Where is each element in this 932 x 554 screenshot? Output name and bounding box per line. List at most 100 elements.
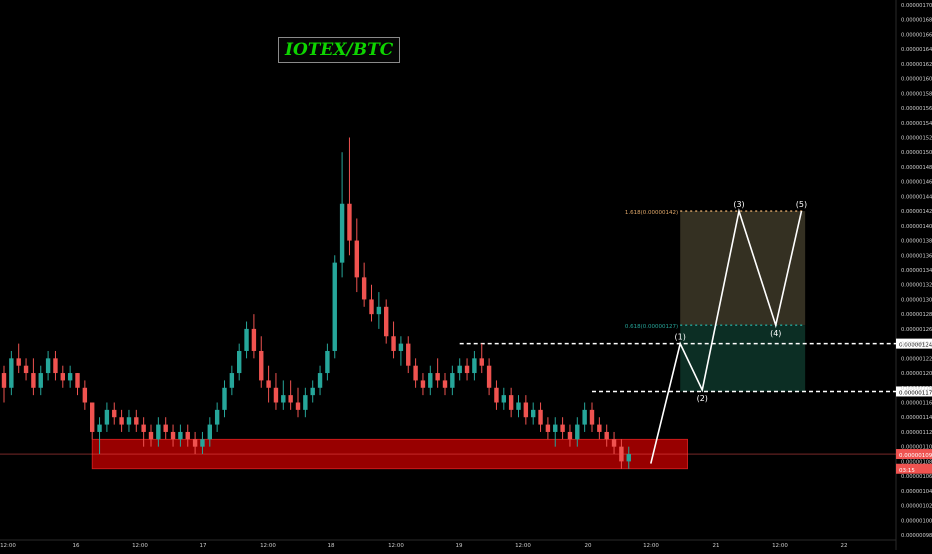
y-tick-label: 0.00000098 bbox=[901, 533, 932, 539]
y-tick-label: 0.00000160 bbox=[901, 77, 932, 83]
y-tick-label: 0.00000110 bbox=[901, 445, 932, 451]
candle-body bbox=[457, 365, 462, 374]
candle-body bbox=[354, 240, 359, 278]
y-tick-label: 0.00000102 bbox=[901, 504, 932, 510]
x-tick-label: 22 bbox=[841, 543, 848, 549]
y-tick-label: 0.00000168 bbox=[901, 18, 932, 24]
candle-body bbox=[119, 417, 124, 425]
y-tick-label: 0.00000126 bbox=[901, 327, 932, 333]
candle-body bbox=[361, 277, 367, 300]
y-tick-label: 0.00000148 bbox=[901, 165, 932, 171]
candle-body bbox=[67, 373, 73, 381]
y-tick-label: 0.00000108 bbox=[901, 459, 932, 465]
candle-body bbox=[237, 350, 242, 374]
candle-body bbox=[531, 409, 536, 418]
y-tick-label: 0.00000122 bbox=[901, 356, 932, 362]
candle-body bbox=[486, 365, 492, 388]
x-tick-label: 16 bbox=[73, 543, 80, 549]
candle-body bbox=[214, 409, 220, 425]
x-tick-label: 12:00 bbox=[260, 543, 276, 549]
candle-body bbox=[288, 395, 293, 403]
target-zone bbox=[680, 211, 806, 326]
x-tick-label: 12:00 bbox=[0, 543, 16, 549]
y-tick-label: 0.00000166 bbox=[901, 32, 932, 38]
candle-body bbox=[582, 409, 587, 425]
x-tick-label: 17 bbox=[200, 543, 207, 549]
candle-body bbox=[391, 336, 396, 351]
y-tick-label: 0.00000128 bbox=[901, 312, 932, 318]
candle-body bbox=[413, 365, 418, 381]
candle-body bbox=[589, 409, 595, 425]
candle-body bbox=[428, 373, 433, 388]
candle-body bbox=[317, 373, 323, 388]
candle-body bbox=[222, 387, 227, 410]
candle-body bbox=[604, 431, 609, 440]
candle-body bbox=[97, 424, 102, 432]
candle-body bbox=[200, 439, 205, 447]
candle-body bbox=[281, 395, 286, 403]
candle-body bbox=[16, 358, 21, 366]
candle-body bbox=[163, 424, 168, 432]
candle-body bbox=[332, 262, 337, 351]
y-tick-label: 0.00000106 bbox=[901, 474, 932, 480]
price-tag bbox=[896, 449, 932, 460]
wave-label: (1) bbox=[675, 333, 686, 342]
candle-body bbox=[310, 387, 315, 396]
candle-body bbox=[60, 373, 65, 381]
resistance-line-low-tag bbox=[896, 386, 932, 397]
y-tick-label: 0.00000150 bbox=[901, 150, 932, 156]
wave-label: (4) bbox=[770, 329, 781, 338]
y-tick-label: 0.00000120 bbox=[901, 371, 932, 377]
candle-body bbox=[369, 299, 374, 315]
y-tick-label: 0.00000142 bbox=[901, 209, 932, 215]
x-tick-label: 12:00 bbox=[772, 543, 788, 549]
candle-body bbox=[134, 417, 139, 425]
candle-body bbox=[244, 328, 249, 351]
candle-body bbox=[479, 358, 484, 366]
candle-body bbox=[148, 431, 154, 440]
candle-body bbox=[53, 358, 58, 374]
candle-body bbox=[90, 402, 95, 432]
candle-body bbox=[508, 395, 514, 410]
x-tick-label: 19 bbox=[456, 543, 463, 549]
y-tick-label: 0.00000124 bbox=[901, 342, 932, 348]
y-tick-label: 0.00000146 bbox=[901, 180, 932, 186]
entry-zone bbox=[680, 325, 806, 392]
x-tick-label: 20 bbox=[585, 543, 592, 549]
wave-path bbox=[650, 207, 803, 464]
candle-body bbox=[192, 439, 198, 447]
x-tick-label: 12:00 bbox=[388, 543, 404, 549]
candle-body bbox=[141, 424, 146, 432]
y-tick-label: 0.00000140 bbox=[901, 224, 932, 230]
fib-label-0: 1.618(0.00000142) bbox=[625, 210, 678, 216]
y-tick-label: 0.00000162 bbox=[901, 62, 932, 68]
candle-body bbox=[538, 409, 543, 425]
candle-body bbox=[1, 373, 7, 388]
candle-body bbox=[112, 409, 117, 418]
candle-body bbox=[156, 424, 161, 440]
candle-body bbox=[207, 424, 212, 440]
candle-body bbox=[266, 380, 271, 388]
candle-body bbox=[75, 373, 80, 388]
y-tick-label: 0.00000152 bbox=[901, 136, 932, 142]
candle-body bbox=[45, 358, 51, 374]
candle-body bbox=[273, 387, 279, 403]
resistance-line-top-tag-text: 0.00000124 bbox=[899, 343, 932, 349]
resistance-line-low-tag-text: 0.00000117 bbox=[899, 390, 932, 396]
candle-body bbox=[23, 365, 29, 374]
price-tag bbox=[896, 463, 932, 474]
y-tick-label: 0.00000114 bbox=[901, 415, 932, 421]
candle-body bbox=[82, 387, 88, 403]
candle-body bbox=[472, 358, 477, 374]
candle-body bbox=[575, 424, 580, 440]
y-tick-label: 0.00000112 bbox=[901, 430, 932, 436]
candle-body bbox=[185, 431, 190, 440]
price-tag-text: 0.00000109 bbox=[899, 453, 932, 459]
candle-body bbox=[251, 328, 257, 351]
x-tick-label: 12:00 bbox=[515, 543, 531, 549]
fib-label-1: 0.618(0.00000127) bbox=[625, 324, 678, 330]
candle-body bbox=[545, 424, 551, 432]
candle-body bbox=[619, 446, 624, 462]
y-tick-label: 0.00000154 bbox=[901, 121, 932, 127]
